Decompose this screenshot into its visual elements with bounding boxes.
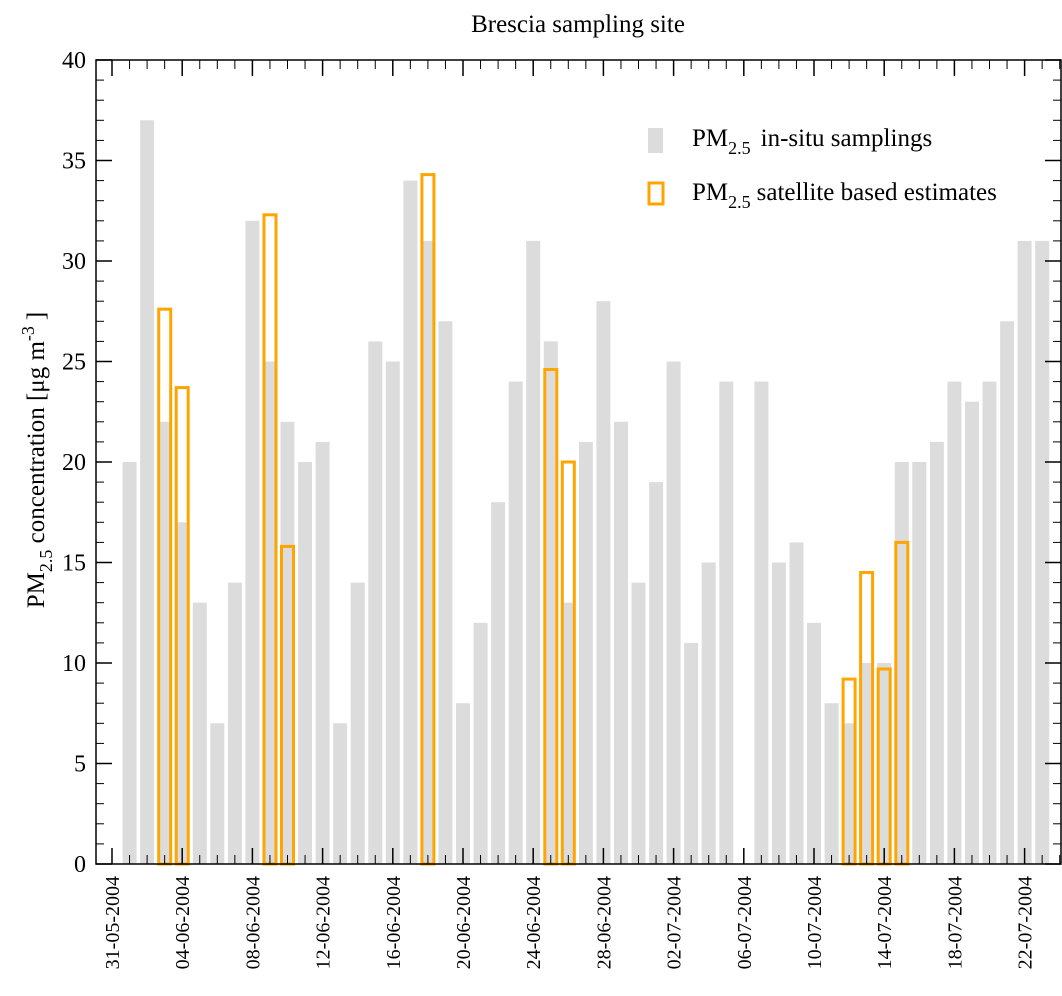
bar-insitu [1000, 321, 1015, 864]
y-axis-label-end: ] [23, 312, 50, 320]
bar-insitu [403, 180, 418, 865]
bar-insitu [473, 622, 488, 864]
x-tick-label: 04-06-2004 [172, 876, 194, 969]
y-tick-label: 20 [62, 450, 86, 476]
x-tick-label: 12-06-2004 [313, 876, 335, 969]
bar-insitu [719, 381, 734, 864]
bar-insitu [227, 582, 242, 864]
y-axis-label: PM2.5 concentration [μg m-3] [18, 312, 56, 608]
x-tick-label: 31-05-2004 [102, 876, 124, 969]
bar-insitu [1035, 240, 1050, 864]
bar-insitu [508, 381, 523, 864]
y-tick-label: 40 [62, 48, 86, 74]
y-axis-label-sup: -3 [18, 326, 38, 341]
x-tick-label: 06-07-2004 [734, 876, 756, 969]
bar-insitu [877, 663, 892, 864]
y-tick-label: 30 [62, 249, 86, 275]
bar-insitu [192, 602, 207, 864]
bar-insitu [420, 240, 435, 864]
bar-insitu [912, 462, 927, 864]
bar-insitu [894, 462, 909, 864]
bar-insitu [578, 441, 593, 864]
bar-insitu [859, 663, 874, 864]
y-axis-label-sub: 2.5 [36, 550, 56, 573]
x-tick-label: 22-07-2004 [1015, 876, 1037, 969]
x-tick-label: 28-06-2004 [593, 876, 615, 969]
bar-insitu [947, 381, 962, 864]
x-tick-label: 10-07-2004 [804, 876, 826, 969]
bar-insitu [596, 301, 611, 864]
bar-insitu [245, 220, 260, 865]
bar-insitu [263, 361, 277, 864]
bar-insitu [526, 240, 541, 864]
bar-insitu [140, 120, 155, 865]
bar-insitu [754, 381, 769, 864]
bar-insitu [122, 462, 137, 864]
legend-satellite-main: PM [692, 179, 728, 206]
y-tick-label: 15 [62, 551, 86, 577]
y-tick-label: 25 [62, 350, 86, 376]
bar-insitu [684, 642, 699, 864]
y-tick-labels: 0 5 10 15 20 25 30 35 40 [62, 48, 86, 878]
bar-insitu [807, 622, 821, 864]
x-tick-label: 02-07-2004 [664, 876, 686, 969]
legend-insitu-rest: in-situ samplings [761, 125, 933, 152]
bar-insitu [1017, 240, 1032, 864]
bar-insitu [157, 421, 172, 864]
legend-insitu-sub: 2.5 [728, 138, 751, 158]
legend-label-insitu: PM2.5 in-situ samplings [692, 125, 932, 158]
legend-satellite-sub: 2.5 [728, 192, 751, 212]
bar-insitu [965, 401, 979, 864]
bar-insitu [701, 562, 716, 864]
legend-swatch-satellite [647, 181, 665, 206]
y-tick-label: 10 [62, 651, 86, 677]
bar-insitu [438, 321, 453, 864]
legend-insitu-main: PM [692, 125, 728, 152]
x-tick-labels: 31-05-2004 04-06-2004 08-06-2004 12-06-2004… [102, 876, 1037, 969]
bar-insitu [543, 341, 558, 864]
bar-insitu [929, 441, 944, 864]
bar-insitu [842, 723, 857, 864]
bar-insitu [350, 582, 365, 864]
bar-insitu [385, 361, 400, 864]
bar-insitu [280, 421, 295, 864]
legend-label-satellite: PM2.5 satellite based estimates [692, 179, 997, 212]
bar-insitu [789, 542, 804, 864]
bar-insitu [315, 441, 330, 864]
x-tick-label: 08-06-2004 [242, 876, 264, 969]
axes-layer [95, 59, 1062, 865]
bar-insitu [666, 361, 681, 864]
bar-insitu [175, 522, 190, 864]
bar-insitu [456, 703, 470, 864]
bar-insitu [824, 703, 839, 864]
bar-insitu [771, 562, 786, 864]
y-axis-label-main: PM [23, 572, 50, 608]
bar-insitu [298, 462, 313, 864]
legend: PM2.5 in-situ samplings PM2.5 satellite ba… [647, 125, 997, 212]
x-tick-label: 18-07-2004 [944, 876, 966, 969]
y-tick-label: 35 [62, 149, 86, 175]
y-axis-label-mid: concentration [μg m [23, 341, 50, 550]
legend-swatch-insitu [648, 128, 663, 153]
y-tick-label: 5 [74, 752, 86, 778]
bar-insitu [368, 341, 383, 864]
y-tick-label: 0 [74, 852, 86, 878]
x-tick-label: 14-07-2004 [874, 876, 896, 969]
bar-insitu [491, 502, 506, 864]
bar-insitu [614, 421, 628, 864]
bar-insitu [649, 482, 664, 864]
bar-insitu [631, 582, 646, 864]
bars-layer [122, 120, 1050, 866]
bar-insitu [333, 723, 348, 864]
x-tick-label: 24-06-2004 [523, 876, 545, 969]
bar-insitu [210, 723, 225, 864]
bar-insitu [561, 602, 576, 864]
x-tick-label: 16-06-2004 [383, 876, 405, 969]
legend-satellite-rest: satellite based estimates [757, 179, 997, 206]
bar-insitu [982, 381, 997, 864]
x-tick-label: 20-06-2004 [453, 876, 475, 969]
chart-title: Brescia sampling site [471, 11, 685, 38]
